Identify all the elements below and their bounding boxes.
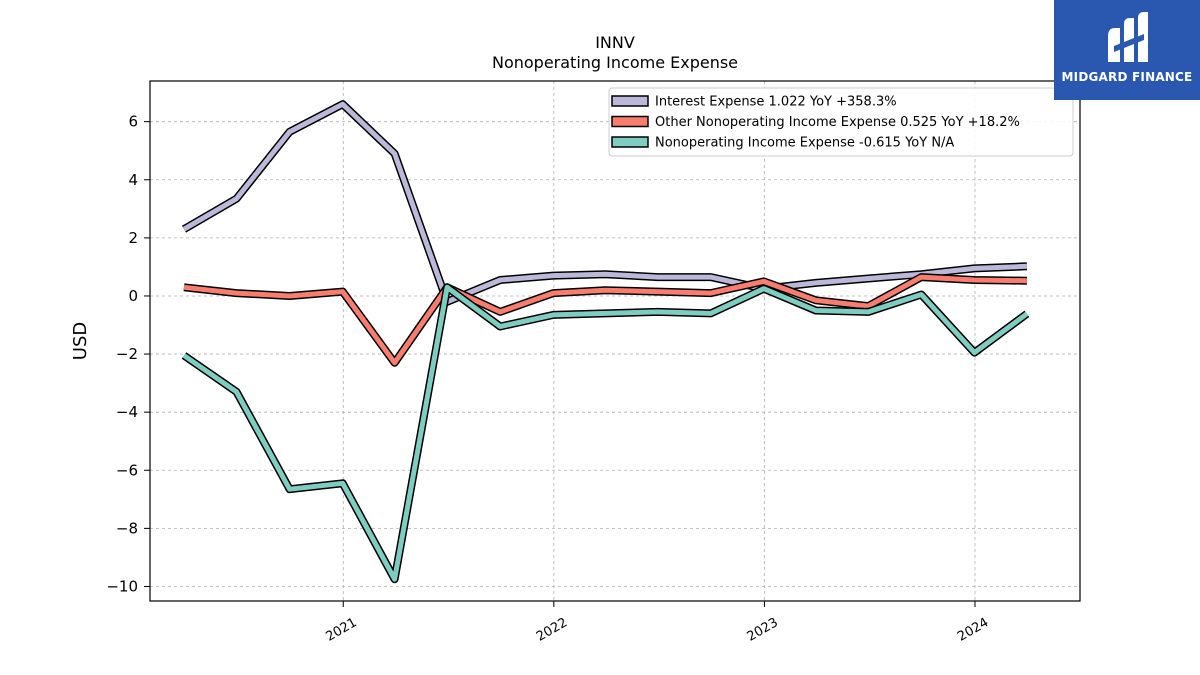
chart-title: INNV <box>595 33 635 52</box>
legend-box <box>608 87 1074 157</box>
legend-swatch-3 <box>611 136 649 148</box>
series-line-2 <box>183 274 1027 366</box>
brand-logo: MIDGARD FINANCE <box>1054 0 1200 100</box>
y-tick-label: −8 <box>116 519 138 537</box>
legend-label-3: Nonoperating Income Expense -0.615 YoY N… <box>655 136 954 151</box>
y-tick-label: 6 <box>128 113 138 131</box>
series-line-1 <box>182 101 1027 305</box>
series-lines <box>181 100 1030 584</box>
x-axis-ticks: 2021 2022 2023 2024 <box>323 601 991 645</box>
legend-label-1: Interest Expense 1.022 YoY +358.3% <box>655 95 897 110</box>
chart-subtitle: Nonoperating Income Expense <box>492 53 738 72</box>
y-axis-label: USD <box>70 322 91 360</box>
x-tick-label: 2022 <box>534 615 570 645</box>
x-tick-label: 2024 <box>955 615 991 645</box>
legend-swatch-1 <box>611 95 649 107</box>
legend-swatch-2 <box>611 115 649 128</box>
legend-label-2: Other Nonoperating Income Expense 0.525 … <box>655 115 1020 130</box>
y-tick-label: −10 <box>106 577 138 595</box>
series-line-outline-3 <box>181 283 1030 584</box>
y-tick-label: 4 <box>128 171 138 189</box>
y-tick-label: −2 <box>116 345 138 363</box>
x-tick-label: 2023 <box>745 615 781 645</box>
brand-logo-text: MIDGARD FINANCE <box>1061 70 1193 84</box>
y-axis-ticks: 6 4 2 0 −2 −4 −6 −8 −10 <box>106 113 150 595</box>
y-tick-label: −4 <box>116 403 138 421</box>
y-tick-label: 2 <box>128 229 138 247</box>
y-tick-label: −6 <box>116 461 138 479</box>
x-tick-label: 2021 <box>323 615 359 645</box>
plot-area-frame <box>149 80 1081 602</box>
legend: Interest Expense 1.022 YoY +358.3% Other … <box>608 87 1074 157</box>
midgard-logo-icon <box>1108 12 1148 62</box>
y-tick-label: 0 <box>128 287 138 305</box>
grid <box>150 81 1080 601</box>
series-line-3 <box>182 284 1029 582</box>
